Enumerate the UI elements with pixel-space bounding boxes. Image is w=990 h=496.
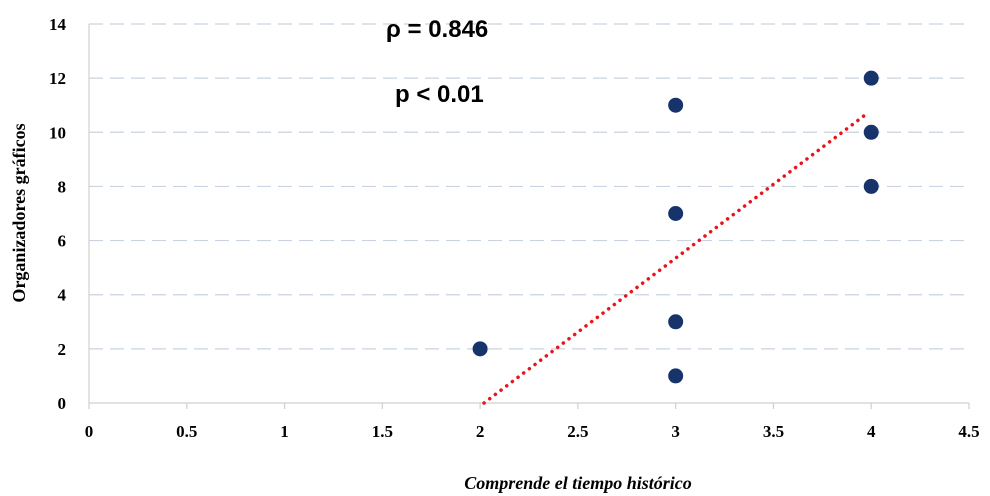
y-tick-label-14: 14 <box>49 15 67 34</box>
axes <box>88 24 970 409</box>
p-value-annotation: p < 0.01 <box>395 81 484 108</box>
data-point-4 <box>668 206 684 221</box>
x-tick-label-2: 2 <box>476 422 485 441</box>
data-point-5 <box>668 97 684 113</box>
y-tick-label-12: 12 <box>49 69 66 88</box>
data-point-7 <box>863 124 879 140</box>
rho-annotation: ρ = 0.846 <box>386 16 488 43</box>
x-tick-labels: 0 0.5 1 1.5 2 2.5 3 3.5 4 4.5 <box>85 422 980 441</box>
data-point-2 <box>668 368 684 384</box>
x-tick-label-4.5: 4.5 <box>958 422 979 441</box>
data-point-8 <box>863 70 879 86</box>
y-tick-label-8: 8 <box>58 177 67 196</box>
y-tick-label-2: 2 <box>58 340 67 359</box>
data-point-1 <box>472 341 488 357</box>
y-axis-title: Organizadores gráficos <box>9 123 29 302</box>
y-tick-label-6: 6 <box>58 232 67 251</box>
x-tick-label-0: 0 <box>85 422 94 441</box>
data-point-3 <box>668 314 684 330</box>
y-tick-label-0: 0 <box>58 394 67 413</box>
data-points <box>472 70 879 384</box>
trendline <box>482 111 870 405</box>
y-tick-label-4: 4 <box>58 286 67 305</box>
trendline-path <box>482 111 870 405</box>
data-point-6 <box>863 178 879 194</box>
y-tick-labels: 0 2 4 6 8 10 12 14 <box>49 15 67 413</box>
y-tick-label-10: 10 <box>49 123 66 142</box>
x-tick-label-4: 4 <box>867 422 876 441</box>
x-tick-label-3.5: 3.5 <box>763 422 784 441</box>
x-tick-label-1: 1 <box>280 422 289 441</box>
x-tick-label-2.5: 2.5 <box>567 422 588 441</box>
x-axis-title: Comprende el tiempo histórico <box>464 473 692 493</box>
gridlines <box>89 23 969 350</box>
x-tick-label-1.5: 1.5 <box>372 422 393 441</box>
x-tick-label-0.5: 0.5 <box>176 422 197 441</box>
x-tick-label-3: 3 <box>671 422 680 441</box>
